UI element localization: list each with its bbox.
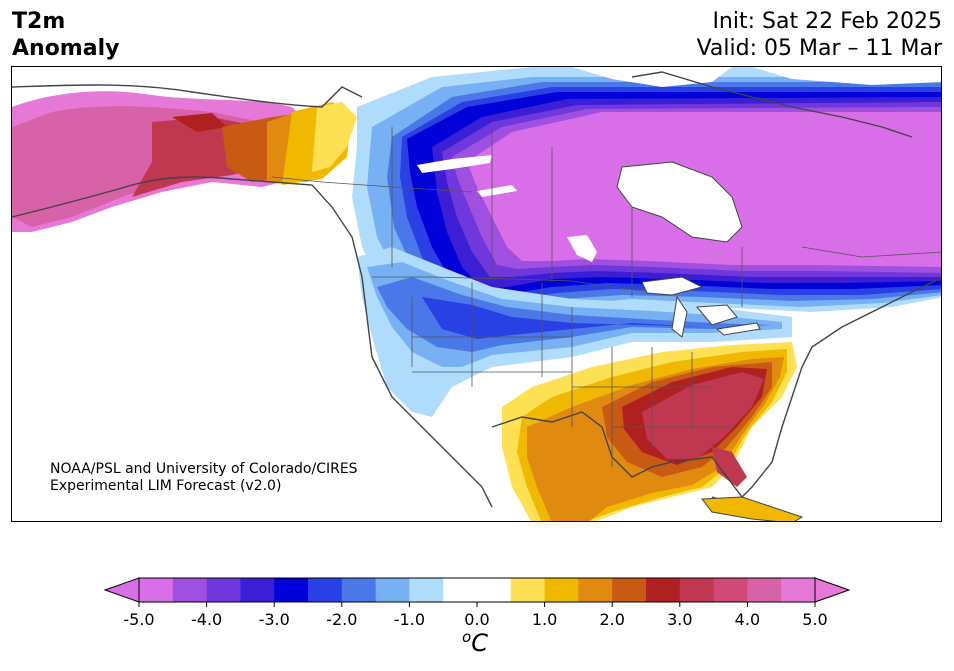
canada-cold-region (352, 67, 941, 327)
political-borders (271, 127, 941, 467)
colorbar-cell (172, 578, 208, 602)
unit-degree: o (462, 628, 472, 646)
us-cold-region (357, 247, 792, 417)
colorbar-ticks: -5.0 -4.0 -3.0 -2.0 -1.0 0.0 1.0 2.0 3.0 4.0 5.0 (123, 602, 828, 629)
colorbar-tick-label: -1.0 (394, 610, 425, 629)
colorbar-tick-label: -4.0 (191, 610, 222, 629)
colorbar-cells (139, 578, 816, 602)
colorbar-tick-label: 5.0 (802, 610, 827, 629)
colorbar-cell (274, 578, 309, 602)
colorbar-cell (679, 578, 715, 602)
colorbar-cell (646, 578, 681, 602)
colorbar-under-arrow (103, 577, 140, 603)
colorbar-cell (375, 578, 410, 602)
valid-range: Valid: 05 Mar – 11 Mar (696, 36, 942, 61)
credit-line-2: Experimental LIM Forecast (v2.0) (50, 478, 282, 494)
colorbar-cell (443, 578, 478, 602)
colorbar-tick-label: 1.0 (532, 610, 557, 629)
unit-letter: C (471, 629, 488, 657)
colorbar-tick-label: -2.0 (326, 610, 357, 629)
colorbar-cell (206, 578, 241, 602)
colorbar-cell (713, 578, 748, 602)
unit-label: oC (462, 628, 488, 657)
colorbar-cell (341, 578, 377, 602)
colorbar-cell (139, 578, 174, 602)
colorbar-cell (409, 578, 444, 602)
colorbar-cell (510, 578, 546, 602)
map-title: T2m Anomaly (12, 8, 119, 62)
map-canvas (12, 67, 941, 521)
colorbar-cell (612, 578, 647, 602)
colorbar-cell (544, 578, 579, 602)
anomaly-map: NOAA/PSL and University of Colorado/CIRE… (11, 66, 942, 522)
colorbar-tick-label: 4.0 (735, 610, 760, 629)
coastlines (12, 71, 941, 521)
great-lakes (641, 276, 761, 338)
colorbar-cell (240, 578, 275, 602)
init-date: Init: Sat 22 Feb 2025 (712, 9, 942, 34)
colorbar-tick-label: 0.0 (464, 610, 489, 629)
credit-line-1: NOAA/PSL and University of Colorado/CIRE… (50, 461, 358, 477)
title-line-1: T2m (12, 9, 66, 34)
credit-text: NOAA/PSL and University of Colorado/CIRE… (50, 461, 358, 495)
colorbar-cell (781, 578, 816, 602)
forecast-dates: Init: Sat 22 Feb 2025 Valid: 05 Mar – 11… (697, 8, 942, 62)
cuba (701, 496, 804, 521)
colorbar-tick-label: 2.0 (599, 610, 624, 629)
colorbar-cell (747, 578, 782, 602)
colorbar-tick-label: 3.0 (667, 610, 692, 629)
colorbar-tick-label: -5.0 (123, 610, 154, 629)
colorbar-over-arrow (814, 577, 851, 603)
alaska-warm-region (12, 91, 357, 232)
colorbar: -5.0 -4.0 -3.0 -2.0 -1.0 0.0 1.0 2.0 3.0 4.0 5.0 (103, 577, 851, 629)
colorbar-tick-label: -3.0 (259, 610, 290, 629)
colorbar-cell (308, 578, 343, 602)
colorbar-cell (477, 578, 512, 602)
title-line-2: Anomaly (12, 36, 120, 61)
colorbar-cell (578, 578, 613, 602)
